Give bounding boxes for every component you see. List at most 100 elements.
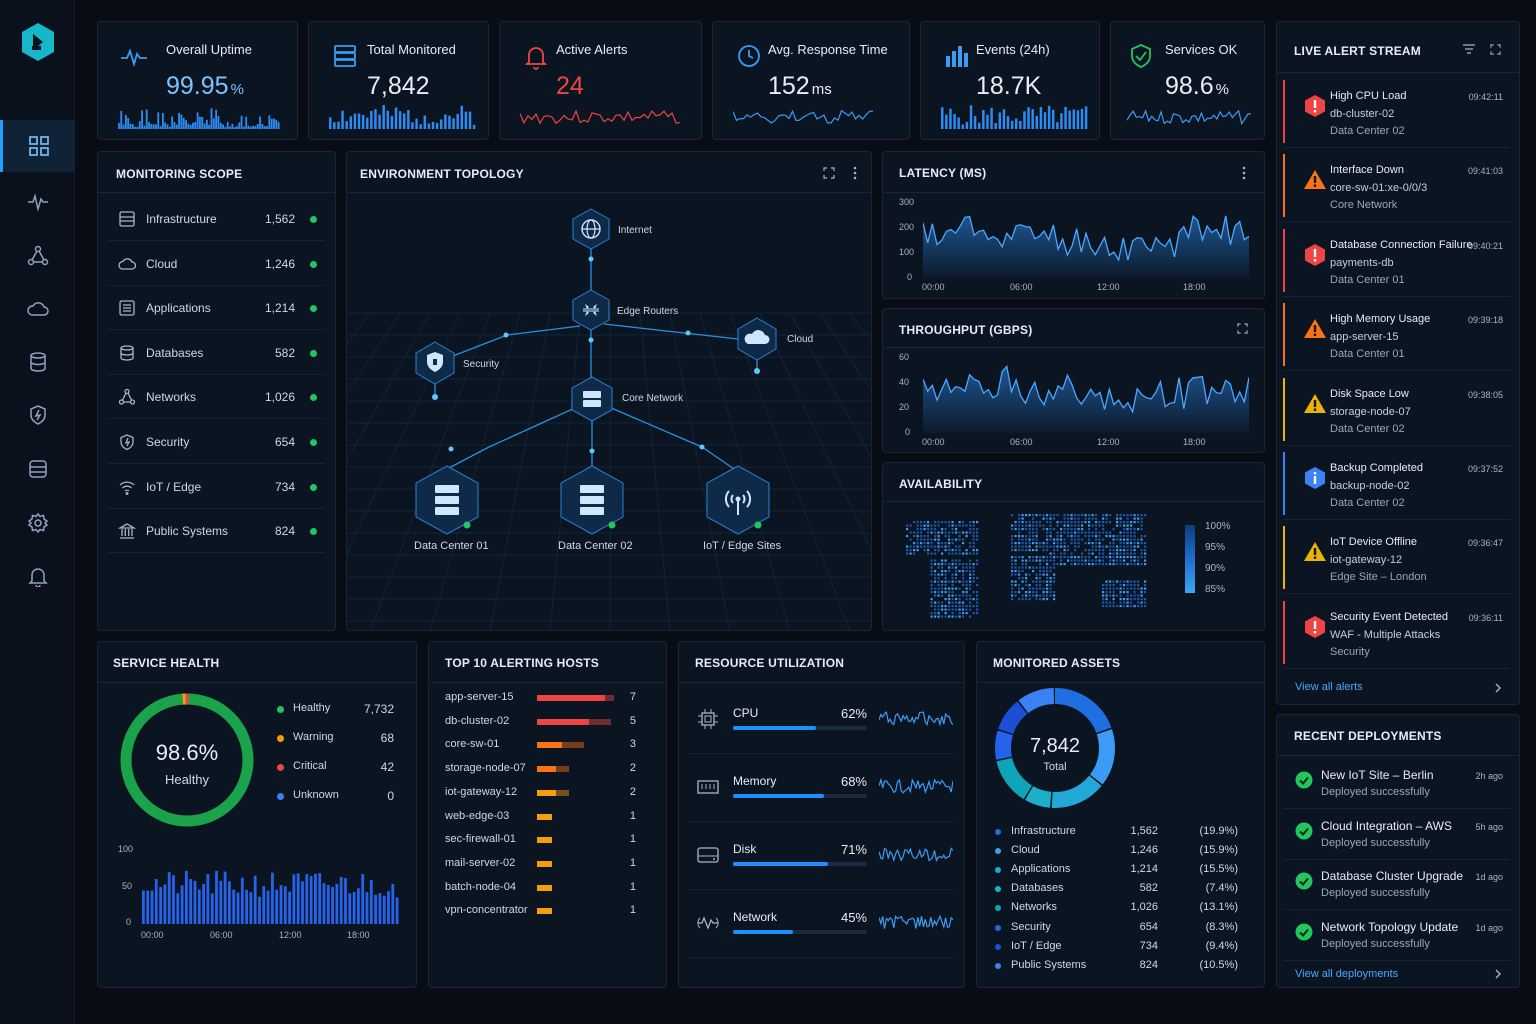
alert-item[interactable]: Disk Space Low storage-node-07 Data Center… bbox=[1283, 374, 1511, 446]
scope-item[interactable]: Infrastructure 1,562 bbox=[108, 197, 325, 241]
spark-bar bbox=[266, 126, 268, 129]
nav-activity[interactable] bbox=[0, 176, 75, 228]
host-row[interactable]: mail-server-02 1 bbox=[445, 854, 650, 874]
more-vertical-icon[interactable] bbox=[853, 166, 857, 180]
kpi-avg-response[interactable]: Avg. Response Time 152 ms bbox=[712, 21, 910, 140]
resource-progress-fill bbox=[733, 794, 825, 798]
spark-bar bbox=[460, 105, 464, 129]
spark-bar bbox=[390, 115, 394, 129]
deployment-item[interactable]: Network Topology Update Deployed successf… bbox=[1283, 911, 1511, 961]
deployment-item[interactable]: Cloud Integration – AWS Deployed successf… bbox=[1283, 810, 1511, 860]
alert-item[interactable]: Security Event Detected WAF - Multiple At… bbox=[1283, 597, 1511, 669]
spark-bar bbox=[1060, 113, 1063, 129]
expand-icon[interactable] bbox=[1237, 323, 1248, 334]
kpi-services-ok[interactable]: Services OK 98.6% bbox=[1110, 21, 1265, 140]
alert-time: 09:41:03 bbox=[1467, 166, 1503, 177]
host-row[interactable]: web-edge-03 1 bbox=[445, 807, 650, 827]
nav-notifications[interactable] bbox=[0, 550, 75, 602]
y-tick: 0 bbox=[907, 272, 913, 282]
chevron-right-icon[interactable] bbox=[1495, 969, 1501, 979]
resource-row[interactable]: Memory 68% bbox=[689, 754, 954, 822]
alert-item[interactable]: High Memory Usage app-server-15 Data Cente… bbox=[1283, 299, 1511, 372]
nav-settings[interactable] bbox=[0, 497, 75, 549]
host-row[interactable]: app-server-15 7 bbox=[445, 688, 650, 708]
cloud-node-icon[interactable] bbox=[736, 317, 778, 361]
service-health-donut bbox=[120, 693, 254, 827]
security-node-icon[interactable] bbox=[414, 341, 456, 385]
scope-item[interactable]: Networks 1,026 bbox=[108, 375, 325, 420]
kpi-events[interactable]: Events (24h) 18.7K bbox=[920, 21, 1100, 140]
asset-row[interactable]: Infrastructure 1,562 (19.9%) bbox=[995, 823, 1238, 841]
alert-item[interactable]: IoT Device Offline iot-gateway-12 Edge Sit… bbox=[1283, 522, 1511, 595]
datacenter-01-node-icon[interactable] bbox=[414, 465, 480, 535]
iot-edge-node-icon[interactable] bbox=[705, 465, 771, 535]
router-node-icon[interactable] bbox=[571, 289, 611, 331]
host-alert-count: 7 bbox=[629, 691, 636, 703]
kpi-overall-uptime[interactable]: Overall Uptime 99.95% bbox=[97, 21, 298, 140]
spark-bar bbox=[164, 122, 167, 129]
service-health-panel: SERVICE HEALTH 98.6% Healthy Healthy 7,73… bbox=[97, 641, 417, 988]
alert-host: core-sw-01:xe-0/0/3 bbox=[1330, 182, 1428, 195]
host-row[interactable]: db-cluster-02 5 bbox=[445, 712, 650, 732]
alert-item[interactable]: High CPU Load db-cluster-02 Data Center 02… bbox=[1283, 76, 1511, 148]
view-all-deployments-link[interactable]: View all deployments bbox=[1295, 968, 1399, 980]
nav-database[interactable] bbox=[0, 336, 75, 388]
resource-row[interactable]: CPU 62% bbox=[689, 686, 954, 754]
asset-row[interactable]: Networks 1,026 (13.1%) bbox=[995, 899, 1238, 917]
asset-row[interactable]: Applications 1,214 (15.5%) bbox=[995, 861, 1238, 879]
kpi-total-monitored[interactable]: Total Monitored 7,842 bbox=[308, 21, 489, 140]
nav-dashboard[interactable] bbox=[0, 120, 75, 172]
host-row[interactable]: core-sw-01 3 bbox=[445, 735, 650, 755]
view-all-alerts-link[interactable]: View all alerts bbox=[1295, 681, 1363, 693]
logo-icon[interactable] bbox=[20, 22, 56, 62]
datacenter-02-node-icon[interactable] bbox=[559, 465, 625, 535]
host-row[interactable]: storage-node-07 2 bbox=[445, 759, 650, 779]
deployment-item[interactable]: Database Cluster Upgrade Deployed success… bbox=[1283, 860, 1511, 910]
nav-servers[interactable] bbox=[0, 443, 75, 495]
availability-world-map bbox=[906, 514, 1147, 618]
asset-row[interactable]: Security 654 (8.3%) bbox=[995, 919, 1238, 937]
scope-item[interactable]: Applications 1,214 bbox=[108, 286, 325, 331]
filter-icon[interactable] bbox=[1463, 44, 1475, 55]
expand-icon[interactable] bbox=[823, 167, 835, 179]
host-row[interactable]: batch-node-04 1 bbox=[445, 878, 650, 898]
nav-security[interactable] bbox=[0, 389, 75, 441]
chevron-right-icon[interactable] bbox=[1495, 683, 1501, 693]
host-alert-count: 2 bbox=[629, 762, 636, 775]
alert-item[interactable]: Interface Down core-sw-01:xe-0/0/3 Core Ne… bbox=[1283, 150, 1511, 223]
nav-cloud[interactable] bbox=[0, 283, 75, 335]
spark-bar bbox=[215, 109, 218, 129]
nav-topology[interactable] bbox=[0, 230, 75, 282]
more-vertical-icon[interactable] bbox=[1242, 166, 1246, 180]
host-row[interactable]: sec-firewall-01 1 bbox=[445, 830, 650, 850]
alert-item[interactable]: Database Connection Failure payments-db Da… bbox=[1283, 225, 1511, 297]
resource-row[interactable]: Disk 71% bbox=[689, 822, 954, 890]
asset-row[interactable]: Public Systems 824 (10.5%) bbox=[995, 957, 1238, 975]
scope-item[interactable]: Security 654 bbox=[108, 420, 325, 464]
alert-item[interactable]: Backup Completed backup-node-02 Data Cente… bbox=[1283, 448, 1511, 520]
expand-icon[interactable] bbox=[1490, 44, 1501, 55]
spark-bar bbox=[136, 126, 139, 129]
core-network-node-icon[interactable] bbox=[570, 376, 614, 422]
deployment-item[interactable]: New IoT Site – Berlin Deployed successful… bbox=[1283, 759, 1511, 809]
asset-row[interactable]: IoT / Edge 734 (9.4%) bbox=[995, 938, 1238, 956]
alert-location: Data Center 02 bbox=[1330, 422, 1405, 435]
kpi-active-alerts[interactable]: Active Alerts 24 bbox=[499, 21, 702, 140]
host-row[interactable]: vpn-concentrator 1 bbox=[445, 901, 650, 921]
spark-bar bbox=[247, 125, 250, 129]
scope-item[interactable]: Public Systems 824 bbox=[108, 509, 325, 554]
scope-item[interactable]: Cloud 1,246 bbox=[108, 242, 325, 286]
host-row[interactable]: iot-gateway-12 2 bbox=[445, 783, 650, 803]
resource-row[interactable]: Network 45% bbox=[689, 890, 954, 958]
scope-item[interactable]: IoT / Edge 734 bbox=[108, 465, 325, 509]
deployment-status: Deployed successfully bbox=[1321, 786, 1430, 798]
host-name: vpn-concentrator bbox=[445, 904, 528, 917]
legend-label: Critical bbox=[293, 760, 327, 772]
deployment-age: 2h ago bbox=[1475, 771, 1503, 781]
memory-icon bbox=[697, 780, 719, 794]
scope-item[interactable]: Databases 582 bbox=[108, 331, 325, 375]
asset-row[interactable]: Cloud 1,246 (15.9%) bbox=[995, 842, 1238, 860]
asset-row[interactable]: Databases 582 (7.4%) bbox=[995, 880, 1238, 898]
globe-node-icon[interactable] bbox=[571, 208, 611, 250]
severity-bar bbox=[1283, 80, 1285, 143]
